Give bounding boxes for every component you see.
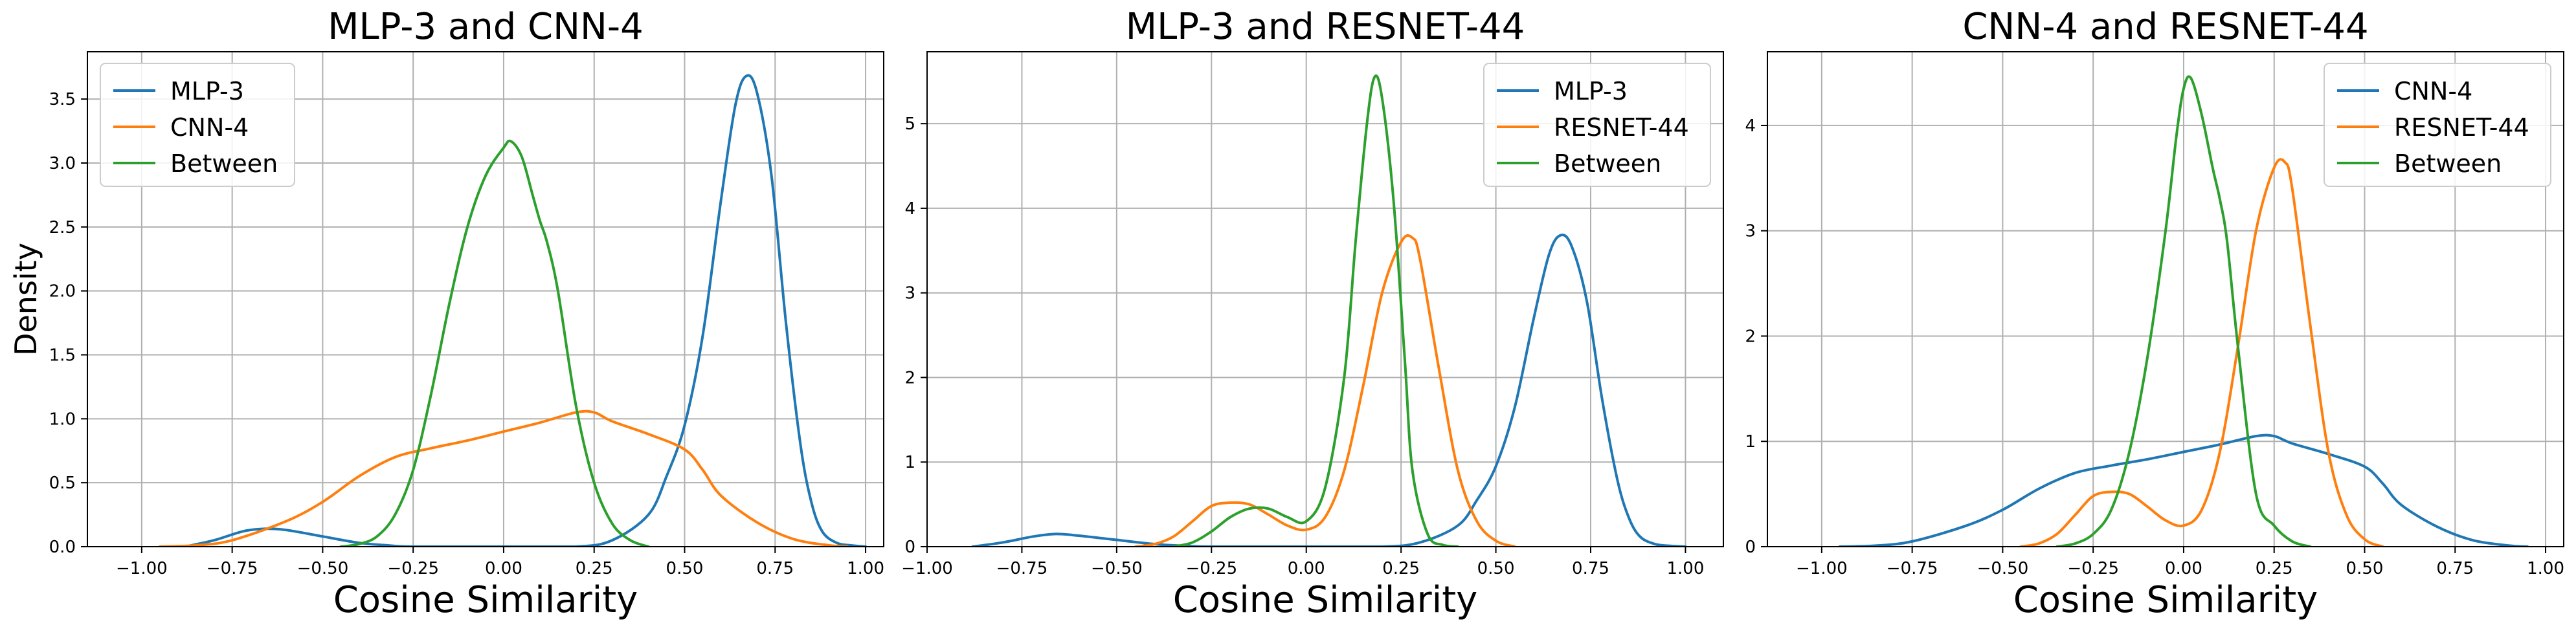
y-tick-label: 4 <box>1745 116 1756 136</box>
y-tick-label: 3 <box>1745 222 1756 241</box>
chart-title: MLP-3 and RESNET-44 <box>1126 6 1525 48</box>
x-tick-label: −0.75 <box>207 559 258 578</box>
series-group <box>158 74 868 547</box>
series-line-between <box>1172 74 1459 547</box>
series-group <box>1838 75 2529 547</box>
y-tick-label: 1 <box>904 453 915 472</box>
y-tick-label: 0 <box>904 538 915 557</box>
x-tick-label: 0.50 <box>1477 559 1515 578</box>
x-tick-label: 0.50 <box>2346 559 2384 578</box>
x-axis-label: Cosine Similarity <box>333 579 638 621</box>
series-group <box>971 74 1687 547</box>
y-tick-label: 0.5 <box>49 474 76 493</box>
x-tick-label: 1.00 <box>1666 559 1704 578</box>
x-tick-label: −0.25 <box>2067 559 2119 578</box>
axes-frame <box>926 51 1724 547</box>
series-line-resnet-44 <box>2019 158 2384 547</box>
y-tick-label: 5 <box>904 115 915 134</box>
x-axis-label: Cosine Similarity <box>2013 579 2318 621</box>
x-tick-label: 0.00 <box>485 559 522 578</box>
y-tick-label: 2.0 <box>49 282 76 301</box>
legend-label: Between <box>1554 149 1661 178</box>
y-tick-label: 3.5 <box>49 90 76 109</box>
x-tick-label: −0.25 <box>387 559 439 578</box>
y-tick-label: 2 <box>1745 327 1756 346</box>
legend: MLP-3 CNN-4 Between <box>100 63 295 187</box>
y-tick-label: 2.5 <box>49 218 76 237</box>
legend-label: CNN-4 <box>2394 77 2472 105</box>
x-tick-label: 0.25 <box>576 559 613 578</box>
x-tick-label: −1.00 <box>1796 559 1848 578</box>
legend-label: RESNET-44 <box>2394 113 2529 142</box>
axes-frame <box>87 51 884 547</box>
legend: CNN-4 RESNET-44 Between <box>2324 63 2551 187</box>
y-tick-label: 4 <box>904 199 915 219</box>
legend-label: CNN-4 <box>170 113 249 142</box>
legend-box <box>100 63 295 187</box>
x-tick-label: −0.75 <box>996 559 1048 578</box>
x-tick-label: −0.50 <box>297 559 349 578</box>
x-tick-label: 0.50 <box>666 559 704 578</box>
x-axis-label: Cosine Similarity <box>1173 579 1478 621</box>
x-tick-label: −0.50 <box>1977 559 2029 578</box>
x-tick-label: 0.75 <box>2436 559 2474 578</box>
chart-panel-3: −1.00 −0.75 −0.50 −0.25 0.00 0.25 0.50 0.75 1.00… <box>1745 6 2564 621</box>
x-tick-label: −1.00 <box>116 559 168 578</box>
x-tick-label: −0.75 <box>1887 559 1938 578</box>
series-line-between <box>2055 75 2312 547</box>
x-tick-label: −1.00 <box>901 559 953 578</box>
chart-panel-1: −1.00 −0.75 −0.50 −0.25 0.00 0.25 0.50 0.75 1.00… <box>8 6 884 621</box>
series-line-cnn-4 <box>1838 433 2529 547</box>
x-tick-label: 0.00 <box>2165 559 2202 578</box>
series-line-mlp-3 <box>183 74 868 547</box>
chart-title: MLP-3 and CNN-4 <box>328 6 644 48</box>
series-line-cnn-4 <box>158 410 849 547</box>
y-tick-label: 0.0 <box>49 538 76 557</box>
series-line-resnet-44 <box>1134 234 1516 547</box>
y-tick-label: 3 <box>904 284 915 303</box>
x-tick-label: 0.00 <box>1288 559 1325 578</box>
legend-box <box>2324 63 2551 187</box>
y-tick-label: 1 <box>1745 432 1756 452</box>
x-tick-label: 0.75 <box>756 559 794 578</box>
chart-panel-2: −1.00 −0.75 −0.50 −0.25 0.00 0.25 0.50 0.75 1.00… <box>901 6 1724 621</box>
x-tick-label: 0.25 <box>2256 559 2293 578</box>
chart-title: CNN-4 and RESNET-44 <box>1962 6 2368 48</box>
x-tick-label: −0.50 <box>1091 559 1143 578</box>
legend-label: Between <box>2394 149 2502 178</box>
x-tick-label: 0.75 <box>1572 559 1609 578</box>
legend-label: RESNET-44 <box>1554 113 1689 142</box>
y-tick-label: 3.0 <box>49 154 76 173</box>
legend-label: MLP-3 <box>170 77 244 105</box>
y-tick-label: 2 <box>904 368 915 388</box>
axes-frame <box>1767 51 2564 547</box>
legend-box <box>1483 63 1711 187</box>
series-line-mlp-3 <box>971 234 1687 547</box>
y-tick-label: 1.5 <box>49 345 76 365</box>
x-tick-label: 1.00 <box>2527 559 2564 578</box>
legend-label: Between <box>170 149 278 178</box>
y-tick-label: 0 <box>1745 538 1756 557</box>
legend-label: MLP-3 <box>1554 77 1628 105</box>
x-tick-label: 0.25 <box>1382 559 1420 578</box>
x-tick-label: 1.00 <box>847 559 884 578</box>
y-axis-label: Density <box>8 243 43 356</box>
x-tick-label: −0.25 <box>1185 559 1237 578</box>
y-tick-label: 1.0 <box>49 410 76 429</box>
legend: MLP-3 RESNET-44 Between <box>1483 63 1711 187</box>
series-line-between <box>339 139 650 547</box>
